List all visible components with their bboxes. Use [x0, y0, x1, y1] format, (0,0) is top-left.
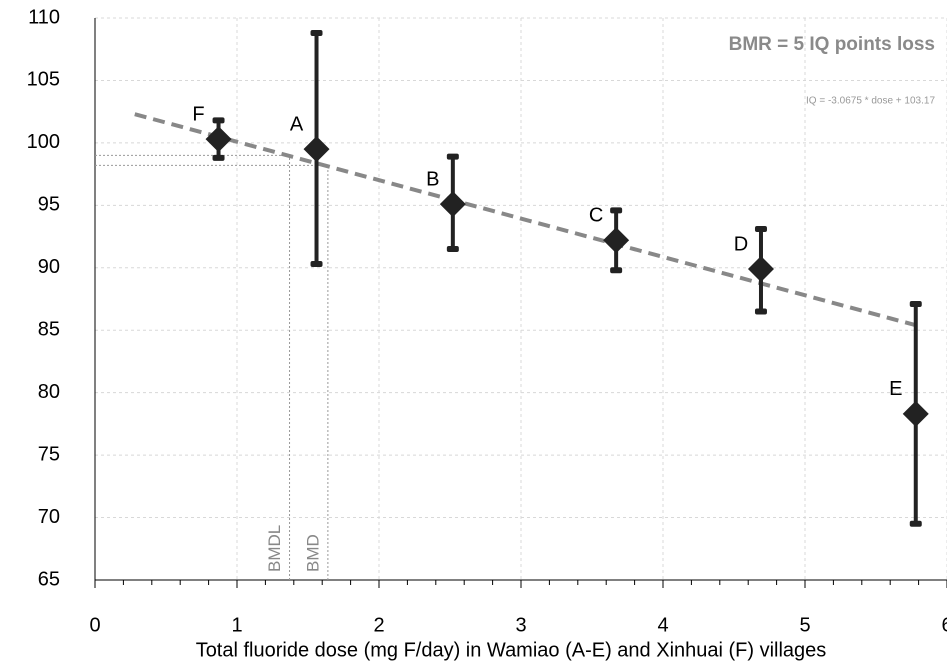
reference-label: BMDL [265, 525, 284, 572]
error-cap [212, 117, 225, 124]
error-cap [909, 520, 922, 527]
x-tick-label: 0 [89, 614, 100, 636]
y-tick-label: 80 [38, 381, 60, 403]
error-cap [754, 308, 767, 315]
reference-label: BMD [303, 534, 322, 572]
y-tick-label: 105 [27, 69, 60, 91]
trend-equation: IQ = -3.0675 * dose + 103.17 [806, 96, 935, 107]
error-cap [909, 300, 922, 307]
point-label: C [589, 205, 603, 227]
error-cap [754, 226, 767, 233]
error-cap [610, 267, 623, 274]
error-cap [212, 154, 225, 161]
trend-line [134, 112, 917, 328]
point-label: B [426, 168, 439, 190]
x-tick-label: 1 [231, 614, 242, 636]
y-tick-label: 75 [38, 443, 60, 465]
y-tick-label: 95 [38, 194, 60, 216]
y-tick-label: 110 [28, 6, 60, 28]
x-tick-label: 5 [799, 614, 810, 636]
point [205, 126, 232, 153]
x-tick-label: 3 [515, 614, 526, 636]
point-label: E [889, 378, 902, 400]
x-tick-label: 2 [373, 614, 384, 636]
bmr-label: BMR = 5 IQ points loss [729, 34, 935, 55]
error-cap [446, 153, 459, 160]
error-cap [610, 207, 623, 214]
error-cap [446, 246, 459, 253]
point [439, 191, 466, 218]
x-tick-label: 4 [657, 614, 668, 636]
y-tick-label: 100 [27, 131, 60, 153]
x-tick-label: 6 [941, 614, 947, 636]
y-tick-label: 70 [38, 506, 60, 528]
point [303, 136, 330, 163]
point [603, 227, 630, 254]
error-cap [310, 29, 323, 36]
error-cap [310, 261, 323, 268]
point [747, 256, 774, 283]
point-label: A [290, 113, 304, 135]
point-label: F [192, 103, 204, 125]
x-axis-label: Total fluoride dose (mg F/day) in Wamiao… [196, 639, 827, 661]
y-tick-label: 85 [38, 319, 60, 341]
point-label: D [734, 233, 748, 255]
point [902, 400, 929, 427]
y-tick-label: 65 [38, 568, 60, 590]
y-tick-label: 90 [38, 256, 60, 278]
